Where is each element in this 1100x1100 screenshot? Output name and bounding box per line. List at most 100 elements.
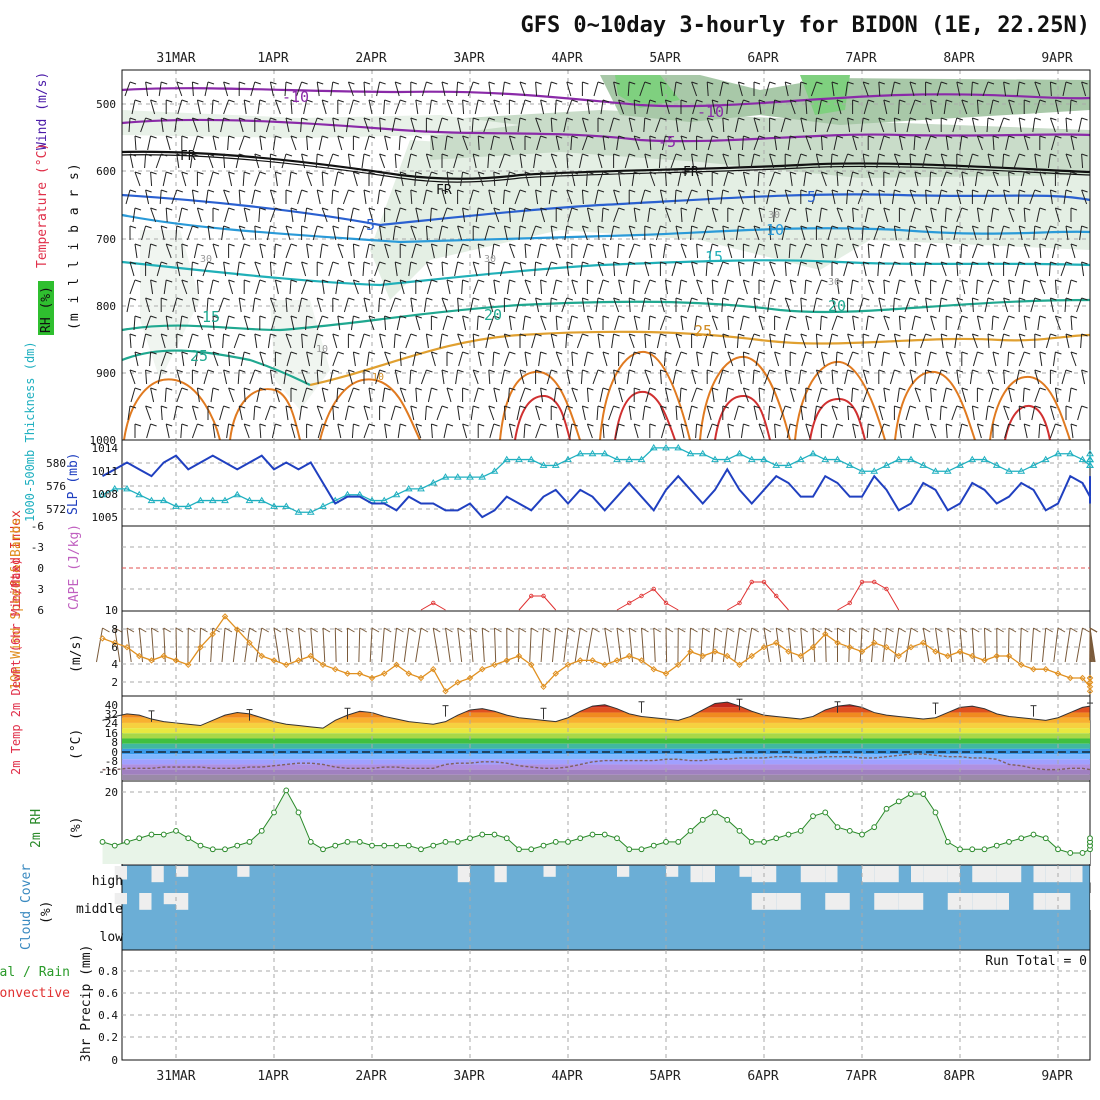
upper-barb [430,351,436,367]
thickness-point [735,449,744,457]
upper-barb [831,81,835,97]
upper-barb [617,243,620,259]
upper-barb [535,423,542,439]
upper-barb-flag [972,225,979,229]
wind10-point [760,643,768,651]
upper-barb [446,387,452,403]
top-date-label: 1APR [257,51,288,66]
upper-barb [477,171,484,187]
cloud-gap-cell [837,893,850,910]
upper-barb-flag [785,153,792,157]
upper-barb [859,405,864,421]
upper-barb [1008,99,1014,115]
lifted-index-line [616,588,679,611]
upper-barb [857,189,864,205]
upper-barb [332,333,338,349]
upper-barb [361,153,365,169]
upper-barb [534,261,537,277]
slp-tick: 1011 [92,465,119,478]
upper-barb-flag [629,369,636,373]
upper-barb [410,135,417,151]
upper-barb-flag [535,117,542,121]
upper-barb-flag [925,297,932,301]
upper-barb [233,333,240,349]
upper-barb-flag [738,189,745,193]
wind10-barb-flag [1089,627,1098,633]
upper-barb [727,243,733,259]
li-tick: 6 [37,604,44,617]
upper-barb-flag [166,387,173,391]
wind10-barb-flag [482,627,490,633]
upper-barb-flag [415,207,422,211]
upper-barb [1039,279,1046,295]
upper-barb [611,333,615,349]
upper-barb [613,207,620,223]
upper-barb-flag [540,99,547,103]
wind10-barb-flag [335,627,343,633]
upper-barb [1003,315,1010,331]
upper-barb [644,261,650,277]
upper-barb-flag [972,81,979,85]
upper-barb [565,333,568,349]
upper-barb [488,81,492,97]
upper-barb-flag [1003,153,1010,157]
li-tick: 3 [37,583,44,596]
upper-barb [580,369,583,385]
upper-barb-flag [524,135,532,139]
upper-barb [769,225,772,241]
ylabel-lifted-index: Lifted Index [9,510,24,604]
upper-barb-flag [488,405,495,409]
thickness-point [711,455,719,463]
upper-barb [1008,207,1015,223]
wind10-point [626,652,633,660]
upper-barb [227,135,230,151]
upper-barb [145,81,149,97]
thickness-line [102,447,1091,513]
upper-barb [883,315,890,331]
wind10-barb-flag [1082,627,1090,633]
upper-barb-flag [878,189,885,193]
upper-barb [212,423,216,439]
upper-barb [165,135,171,151]
cloud-gap-cell [886,866,899,883]
upper-barb-flag [847,225,854,229]
upper-barb [255,279,261,295]
wind10-barb-flag [126,627,135,633]
upper-barb-flag [524,171,532,175]
wind10-point [368,674,376,682]
upper-barb [675,333,681,349]
upper-barb [519,369,525,385]
upper-barb [302,387,308,403]
precip-vgrid [175,950,1059,1060]
wind10-barb-flag [1070,627,1078,633]
upper-barb-flag [956,153,963,157]
upper-barb-flag [259,351,266,355]
upper-barb [961,171,965,187]
upper-barb [582,243,588,259]
upper-barb-flag [987,81,995,85]
upper-barb-flag [337,387,344,391]
upper-barb-flag [322,315,329,319]
wind10-point [393,661,400,669]
upper-barb-flag [597,189,605,193]
upper-barb-flag [270,81,277,85]
upper-barb [939,405,942,421]
upper-barb [711,279,714,295]
upper-barb [474,99,479,115]
upper-barb [832,423,838,439]
upper-barb [845,81,849,97]
upper-barb [847,351,854,367]
upper-barb [273,243,276,259]
upper-barb [134,171,141,187]
upper-barb [1006,243,1010,259]
upper-barb-flag [571,135,578,139]
upper-barb [706,189,710,205]
upper-barb [737,369,742,385]
contour-20 [121,298,1091,332]
upper-barb [150,171,153,187]
upper-barb [555,351,562,367]
upper-barb-flag [1081,297,1088,301]
upper-barb-flag [691,333,698,337]
upper-barb [883,207,889,223]
wind10-barb [298,627,303,663]
